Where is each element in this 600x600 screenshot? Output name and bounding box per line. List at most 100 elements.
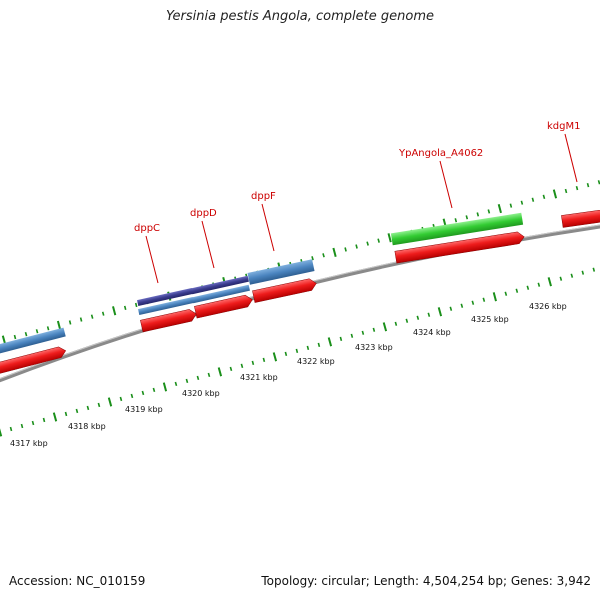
outer-tick-minor: [531, 197, 535, 202]
outer-tick-minor: [24, 331, 28, 337]
kbp-label: 4324 kbp: [413, 328, 451, 337]
outer-tick-minor: [35, 329, 39, 334]
cds-arrow-left: [0, 346, 67, 377]
kbp-label: 4318 kbp: [68, 422, 106, 431]
gene-bar-dppC-top-shape: [137, 288, 193, 306]
outer-tick-major: [56, 320, 62, 330]
gene-bar-dppC-top: [137, 288, 193, 306]
kbp-label: 4323 kbp: [355, 343, 393, 352]
kbp-label: 4319 kbp: [125, 405, 163, 414]
inner-tick-minor: [152, 387, 156, 393]
accession-text: Accession: NC_010159: [9, 574, 146, 588]
inner-tick-major: [272, 352, 278, 362]
gene-labels: dppC dppD dppF YpAngola_A4062 kdgM1: [134, 121, 580, 284]
kbp-scale-labels: 4317 kbp 4318 kbp 4319 kbp 4320 kbp 4321 kbp…: [10, 302, 567, 448]
outer-tick-minor: [564, 188, 568, 194]
kbp-label: 4325 kbp: [471, 315, 509, 324]
inner-tick-minor: [570, 273, 574, 278]
gene-bar-dppF: [247, 259, 315, 285]
gene-bar-dppD-top: [191, 275, 249, 295]
outer-tick-minor: [90, 314, 94, 319]
inner-tick-minor: [405, 318, 409, 323]
outer-tick-minor: [46, 326, 50, 331]
inner-tick-ring: [0, 267, 596, 437]
inner-tick-minor: [86, 405, 90, 411]
cds-arrow-dppD-shape: [194, 294, 253, 319]
inner-tick-minor: [515, 288, 519, 293]
outer-tick-minor: [509, 203, 513, 208]
gene-label-leader: [564, 133, 578, 183]
gene-bar-YpAngola_A4062-shape: [390, 212, 524, 246]
outer-tick-minor: [311, 256, 314, 261]
feature-track: [0, 209, 600, 377]
inner-tick-major: [217, 367, 223, 377]
inner-tick-minor: [317, 342, 321, 347]
cds-arrow-dppF: [252, 278, 317, 303]
inner-tick-major: [52, 412, 58, 422]
outer-tick-major: [552, 189, 558, 199]
cds-arrow-kdgM1-shape: [561, 209, 600, 228]
cds-arrow-dppF-shape: [252, 278, 317, 303]
inner-tick-minor: [372, 327, 376, 332]
cds-arrow-YpAngola_A4062-shape: [394, 231, 525, 264]
inner-tick-minor: [394, 321, 398, 326]
gene-label-leader: [439, 160, 453, 209]
inner-tick-minor: [460, 303, 464, 308]
outer-tick-minor: [377, 238, 380, 243]
cds-arrow-dppD: [194, 294, 253, 319]
inner-tick-major: [327, 337, 333, 347]
inner-tick-minor: [119, 396, 123, 402]
outer-tick-minor: [487, 209, 491, 214]
outer-tick-minor: [454, 218, 458, 223]
outer-tick-minor: [586, 183, 590, 188]
outer-tick-major: [112, 306, 117, 316]
inner-tick-major: [107, 397, 113, 407]
inner-tick-minor: [449, 306, 453, 311]
gene-bar-YpAngola_A4062: [390, 212, 524, 246]
gene-bar-dppD-bottom: [192, 284, 250, 304]
outer-tick-minor: [575, 185, 579, 191]
outer-tick-minor: [542, 194, 546, 200]
inner-tick-minor: [526, 285, 530, 290]
inner-tick-minor: [31, 420, 35, 426]
inner-tick-minor: [75, 408, 79, 414]
inner-tick-minor: [537, 282, 541, 287]
gene-bar-dppF-shape: [247, 259, 315, 285]
gene-label-leader: [261, 203, 275, 252]
map-title: Yersinia pestis Angola, complete genome: [166, 9, 434, 24]
inner-tick-minor: [339, 336, 343, 341]
inner-tick-minor: [350, 333, 354, 338]
inner-tick-minor: [97, 402, 101, 408]
outer-tick-minor: [13, 334, 17, 340]
outer-tick-minor: [355, 244, 358, 249]
inner-tick-minor: [251, 360, 255, 365]
inner-tick-minor: [185, 378, 189, 384]
outer-tick-minor: [68, 320, 72, 325]
inner-tick-major: [382, 322, 388, 332]
gene-label: dppF: [251, 191, 276, 202]
inner-tick-major: [0, 428, 3, 437]
gene-label: kdgM1: [547, 121, 580, 132]
gene-bar-dppD-top-shape: [191, 275, 249, 295]
gene-label: YpAngola_A4062: [398, 148, 483, 159]
gene-label: dppD: [190, 208, 217, 219]
genome-summary-text: Topology: circular; Length: 4,504,254 bp…: [261, 574, 591, 588]
kbp-label: 4326 kbp: [529, 302, 567, 311]
cds-arrow-dppC: [140, 309, 197, 333]
inner-tick-minor: [581, 270, 585, 275]
outer-tick-minor: [123, 305, 127, 310]
inner-tick-major: [162, 382, 168, 392]
inner-tick-minor: [427, 312, 431, 317]
inner-tick-minor: [9, 426, 13, 432]
gene-bar-dppC-bottom-shape: [138, 297, 194, 315]
cds-arrow-kdgM1: [561, 209, 600, 228]
inner-tick-minor: [240, 363, 244, 369]
outer-tick-minor: [101, 311, 105, 316]
inner-tick-minor: [295, 348, 299, 353]
gene-label-leader: [201, 220, 215, 269]
inner-tick-minor: [196, 375, 200, 381]
inner-tick-minor: [592, 267, 596, 272]
gene-bar-dppD-bottom-shape: [192, 284, 250, 304]
inner-tick-minor: [504, 291, 508, 296]
